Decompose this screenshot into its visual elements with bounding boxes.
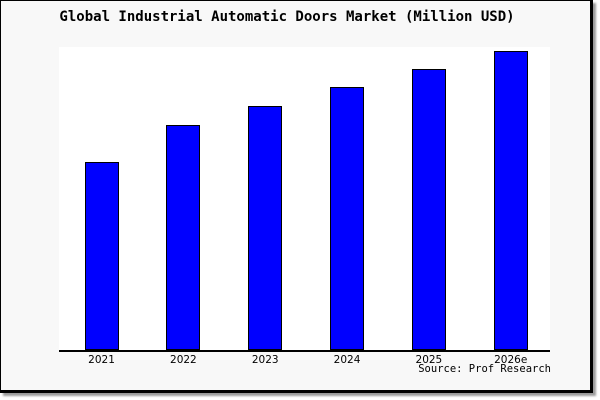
bar-2026e (493, 51, 528, 350)
x-tick-label-2026e: 2026e (494, 354, 528, 366)
bar-2025 (411, 69, 446, 350)
bar-2024 (330, 87, 365, 350)
chart-title: Global Industrial Automatic Doors Market… (59, 9, 515, 25)
x-tick-label-2022: 2022 (170, 354, 197, 366)
bar-2021 (84, 162, 119, 350)
bar-2023 (248, 106, 283, 350)
bar-2022 (166, 125, 201, 350)
x-tick-label-2025: 2025 (415, 354, 443, 366)
x-tick-label-2023: 2023 (251, 354, 279, 366)
x-tick-label-2021: 2021 (88, 354, 115, 366)
source-credit: Source: Prof Research (418, 363, 551, 375)
x-tick-label-2024: 2024 (333, 354, 361, 366)
plot-area (59, 47, 550, 352)
